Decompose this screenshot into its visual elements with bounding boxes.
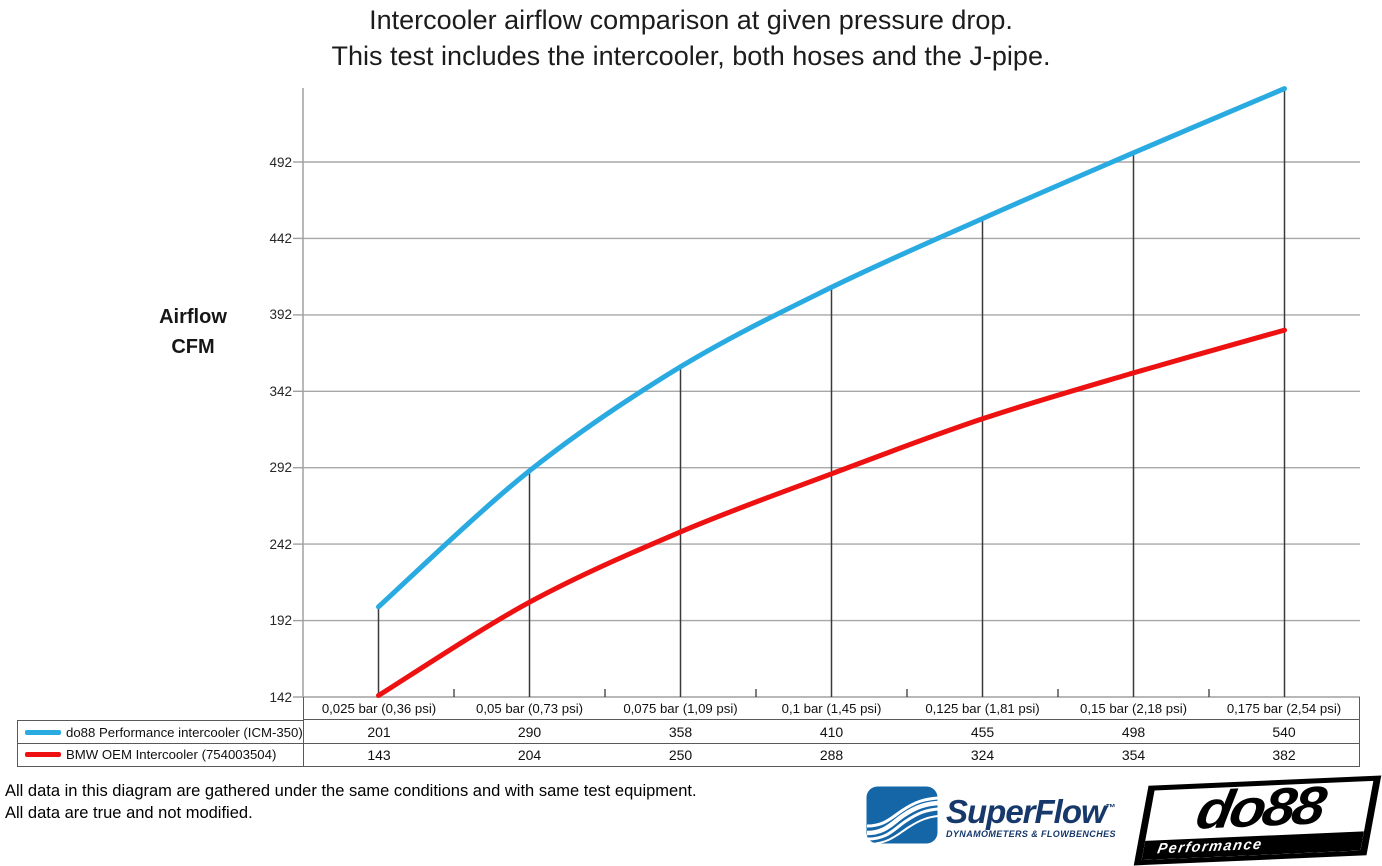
chart-title-line1: Intercooler airflow comparison at given … bbox=[369, 5, 1013, 35]
pressure-header-cell: 0,05 bar (0,73 psi) bbox=[454, 697, 605, 721]
legend-cell: BMW OEM Intercooler (754003504) bbox=[17, 743, 303, 768]
pressure-header-cell: 0,075 bar (1,09 psi) bbox=[605, 697, 756, 721]
value-cell: 540 bbox=[1209, 720, 1360, 744]
value-cell: 324 bbox=[907, 744, 1058, 768]
superflow-wordmark: SuperFlow™ DYNAMOMETERS & FLOWBENCHES bbox=[946, 792, 1116, 839]
y-tick-label: 192 bbox=[269, 613, 292, 629]
value-cell: 204 bbox=[454, 744, 605, 768]
trademark-symbol: ™ bbox=[1105, 803, 1116, 814]
table-spacer-cell bbox=[17, 697, 303, 720]
do88-logo: do88 Performance bbox=[1133, 775, 1382, 866]
superflow-logo: SuperFlow™ DYNAMOMETERS & FLOWBENCHES bbox=[866, 786, 1116, 845]
chart-title-line2: This test includes the intercooler, both… bbox=[331, 41, 1051, 71]
legend-series-label: do88 Performance intercooler (ICM-350) bbox=[66, 724, 303, 740]
value-cell: 410 bbox=[756, 720, 907, 744]
legend-line-swatch bbox=[25, 729, 61, 735]
value-cell: 358 bbox=[605, 720, 756, 744]
value-cell: 382 bbox=[1209, 743, 1360, 768]
pressure-header-cell: 0,125 bar (1,81 psi) bbox=[907, 697, 1058, 721]
footer-notes: All data in this diagram are gathered un… bbox=[5, 781, 697, 824]
y-tick-label: 442 bbox=[269, 230, 292, 246]
value-cell: 250 bbox=[605, 744, 756, 768]
y-tick-label: 142 bbox=[269, 689, 292, 705]
footer-note-line2: All data are true and not modified. bbox=[5, 803, 253, 822]
value-cell: 498 bbox=[1058, 720, 1209, 744]
y-tick-label: 242 bbox=[269, 536, 292, 552]
airflow-chart-svg bbox=[293, 86, 1360, 698]
series-line-do88 bbox=[376, 86, 1287, 610]
value-cell: 288 bbox=[756, 744, 907, 768]
series-line-bmw-oem bbox=[376, 327, 1287, 698]
value-cell: 201 bbox=[303, 720, 454, 744]
value-cell: 455 bbox=[907, 720, 1058, 744]
y-tick-label: 292 bbox=[269, 460, 292, 476]
do88-brand-text: do88 bbox=[1191, 780, 1328, 841]
value-cell: 290 bbox=[454, 720, 605, 744]
chart-title: Intercooler airflow comparison at given … bbox=[0, 2, 1382, 74]
superflow-brand-text: SuperFlow™ bbox=[946, 793, 1116, 830]
table-series-row: do88 Performance intercooler (ICM-350) 20… bbox=[17, 720, 1360, 744]
table-series-row: BMW OEM Intercooler (754003504) 143 204 250… bbox=[17, 743, 1360, 768]
chart-data-table: 0,025 bar (0,36 psi) 0,05 bar (0,73 psi) 0… bbox=[17, 697, 1360, 768]
value-cell: 143 bbox=[303, 743, 454, 768]
value-cell: 354 bbox=[1058, 744, 1209, 768]
legend-cell: do88 Performance intercooler (ICM-350) bbox=[17, 720, 303, 744]
pressure-header-cell: 0,1 bar (1,45 psi) bbox=[756, 697, 907, 721]
y-tick-label: 342 bbox=[269, 383, 292, 399]
y-axis-title-line2: CFM bbox=[171, 336, 215, 358]
y-tick-label: 392 bbox=[269, 307, 292, 323]
superflow-wave-icon bbox=[866, 786, 939, 845]
legend-line-swatch bbox=[25, 752, 61, 758]
pressure-header-cell: 0,025 bar (0,36 psi) bbox=[303, 697, 454, 721]
chart-plot-area bbox=[293, 86, 1360, 698]
y-axis-title-line1: Airflow bbox=[159, 306, 227, 328]
table-header-row: 0,025 bar (0,36 psi) 0,05 bar (0,73 psi) 0… bbox=[17, 697, 1360, 721]
legend-series-label: BMW OEM Intercooler (754003504) bbox=[66, 747, 277, 763]
pressure-header-cell: 0,15 bar (2,18 psi) bbox=[1058, 697, 1209, 721]
footer-note-line1: All data in this diagram are gathered un… bbox=[5, 782, 697, 800]
do88-logo-inner: do88 Performance bbox=[1141, 780, 1374, 861]
y-axis-title: Airflow CFM bbox=[138, 302, 248, 362]
superflow-tagline: DYNAMOMETERS & FLOWBENCHES bbox=[946, 829, 1116, 839]
y-tick-label: 492 bbox=[269, 154, 292, 170]
pressure-header-cell: 0,175 bar (2,54 psi) bbox=[1209, 697, 1360, 721]
